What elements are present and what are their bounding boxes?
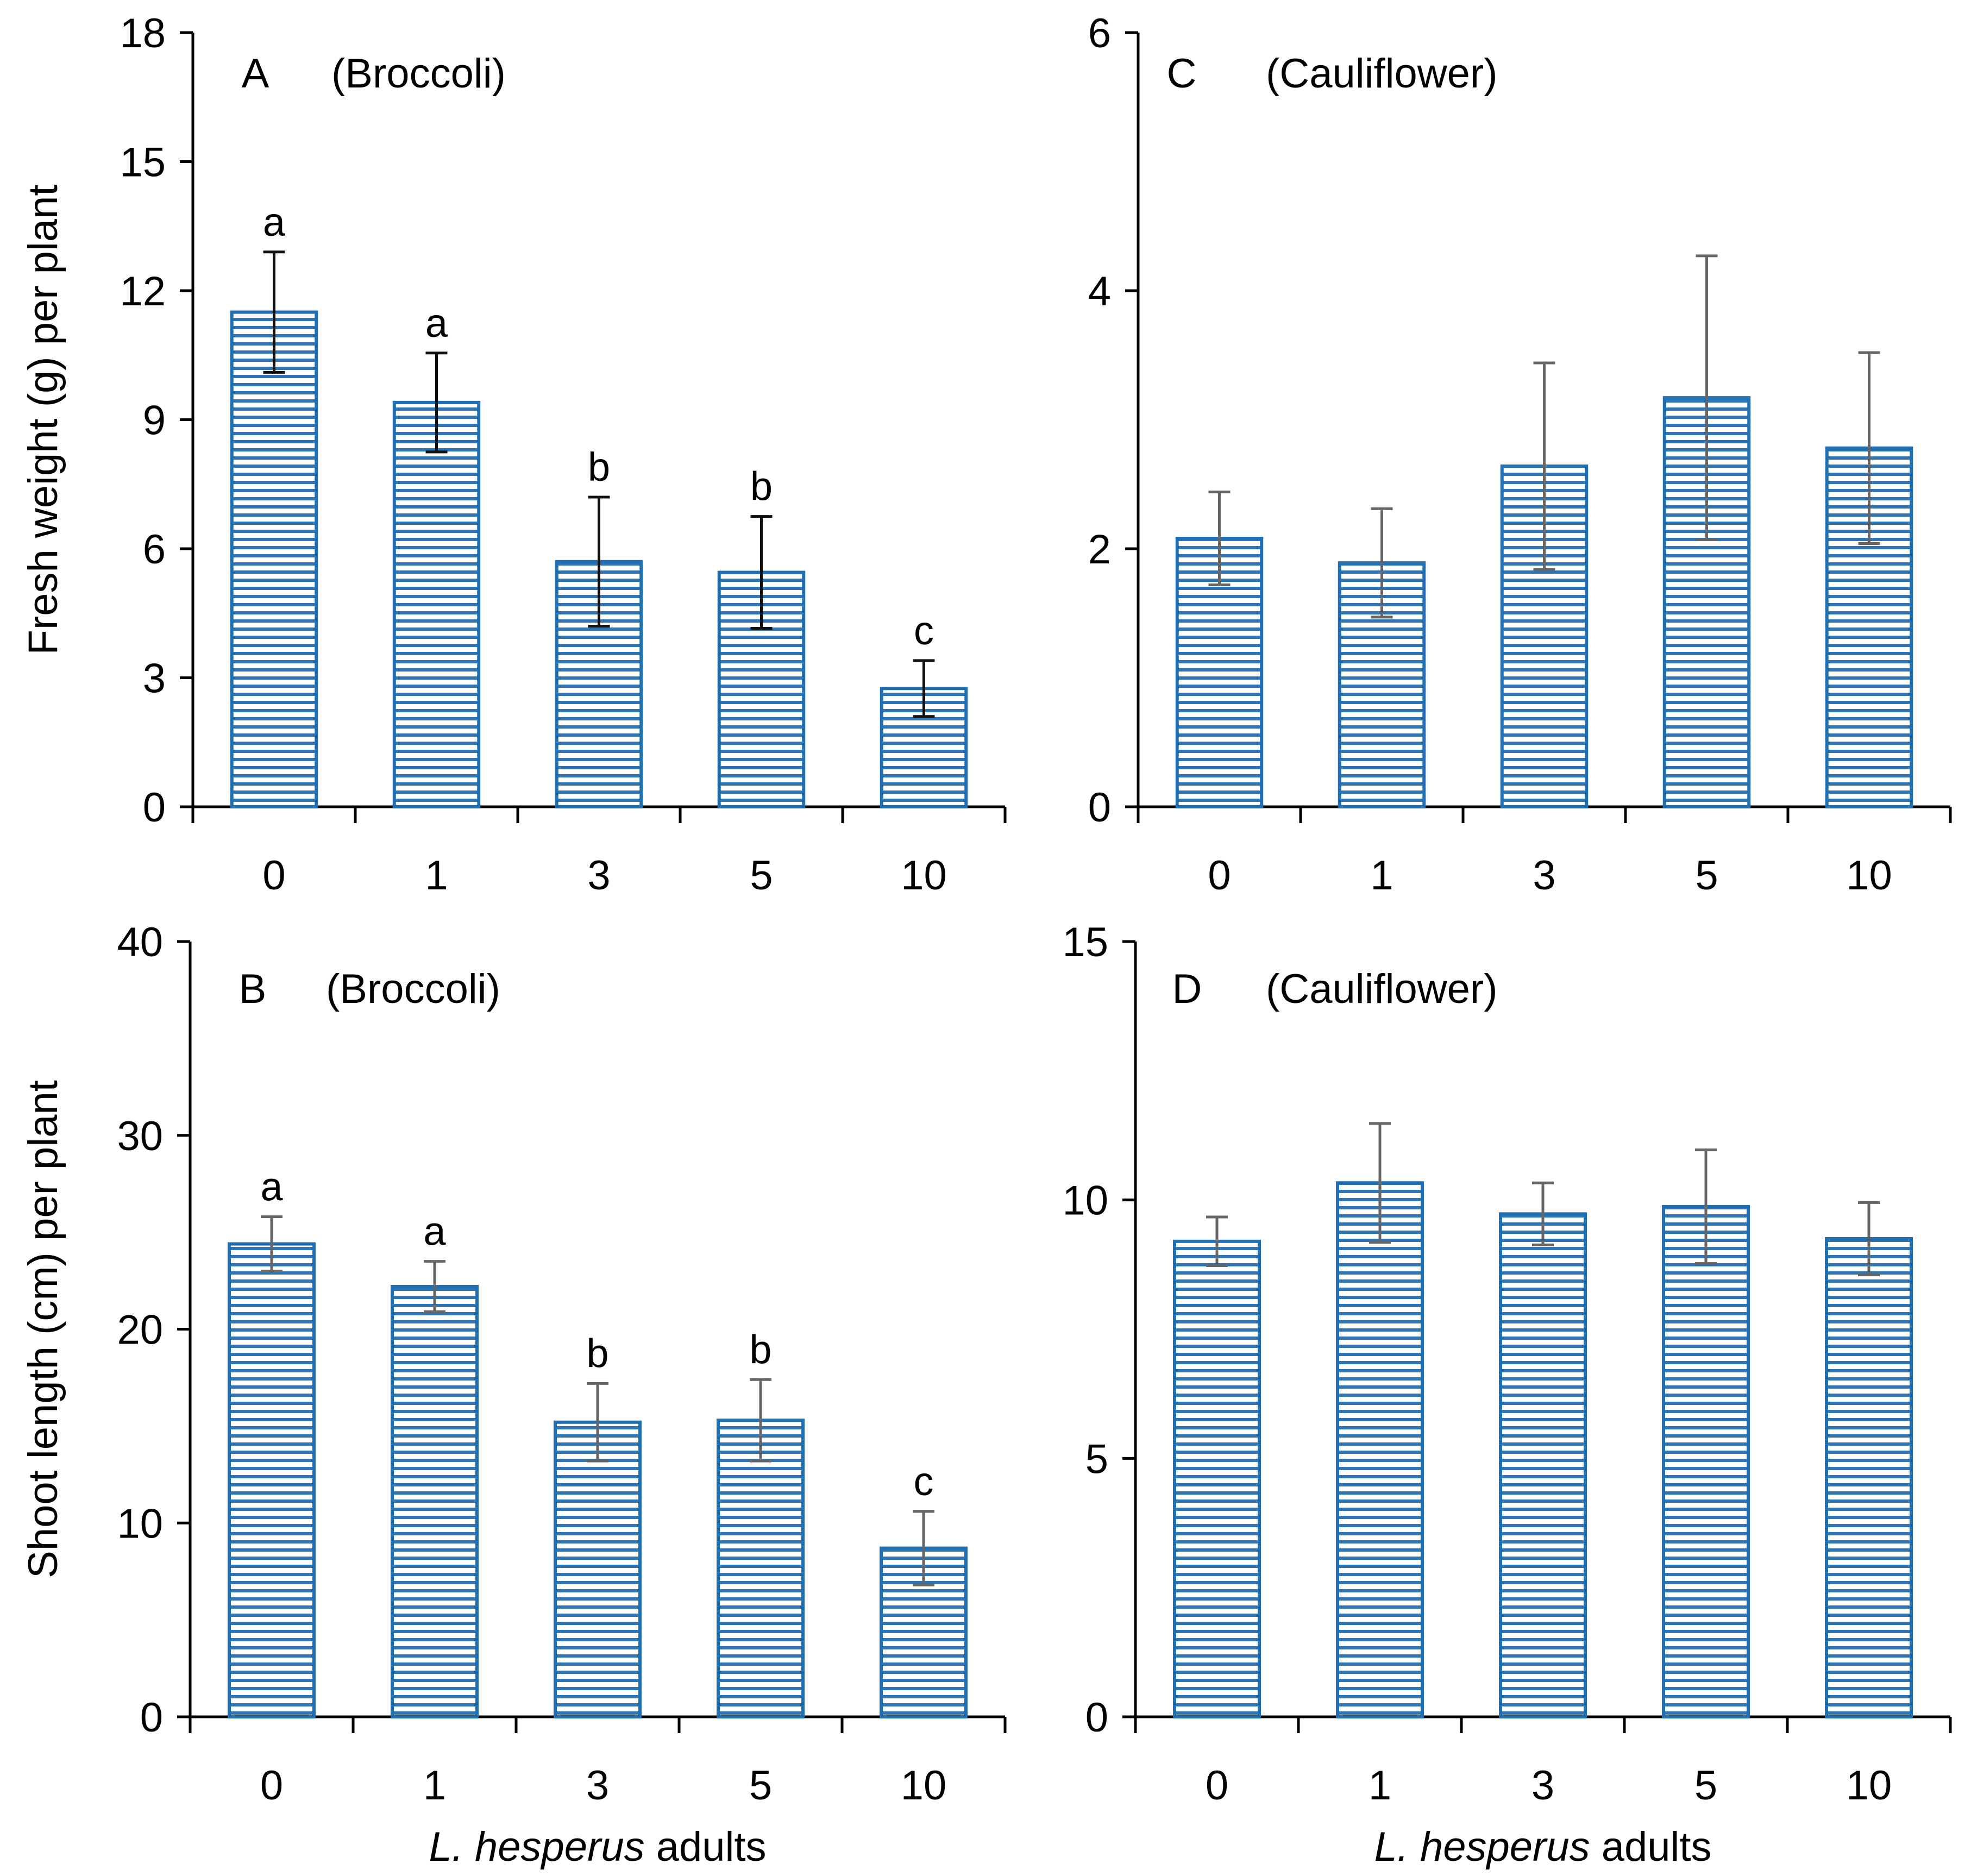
bar-b-0 — [228, 1242, 316, 1718]
x-tick-label: 0 — [1206, 1762, 1228, 1809]
y-tick-label: 12 — [120, 268, 166, 315]
panel-title-d: (Cauliflower) — [1266, 966, 1498, 1012]
significance-letter: c — [914, 1459, 934, 1504]
y-tick-label: 0 — [143, 785, 166, 831]
y-tick-label: 0 — [140, 1695, 163, 1741]
bar-d-0 — [1173, 1239, 1261, 1719]
panel-label-d: D — [1172, 966, 1202, 1012]
bar-d-5 — [1662, 1205, 1750, 1718]
y-tick-label: 5 — [1085, 1436, 1108, 1482]
significance-letter: b — [749, 1327, 771, 1372]
bar-b-1 — [391, 1285, 479, 1718]
panel-a: 0 3 6 9 12 15 18 0 a 1 a 3 b 5 b 10 c A (Broccoli) Fresh we… — [20, 10, 1007, 899]
bar-b-3 — [554, 1420, 642, 1718]
y-tick-label: 2 — [1088, 526, 1111, 573]
x-tick-label: 1 — [423, 1762, 446, 1809]
panel-label-c: C — [1167, 51, 1197, 97]
x-tick-label: 10 — [901, 852, 947, 899]
significance-letter: b — [586, 1331, 608, 1376]
y-tick-label: 40 — [117, 919, 163, 965]
y-tick-label: 0 — [1088, 785, 1111, 831]
y-tick-label: 0 — [1085, 1695, 1108, 1741]
y-tick-label: 20 — [117, 1307, 163, 1353]
significance-letter: a — [263, 199, 286, 244]
bar-a-1 — [392, 400, 481, 808]
y-tick-label: 10 — [117, 1501, 163, 1547]
x-tick-label: 3 — [1533, 852, 1555, 899]
y-tick-label: 15 — [1062, 919, 1108, 965]
x-tick-label: 1 — [425, 852, 448, 899]
x-tick-label: 10 — [1846, 1762, 1892, 1809]
panel-title-a: (Broccoli) — [331, 51, 506, 97]
x-tick-label: 5 — [1694, 1762, 1717, 1809]
significance-letter: b — [588, 444, 610, 490]
bar-a-0 — [230, 310, 318, 808]
y-tick-label: 15 — [120, 140, 166, 186]
x-tick-label: 0 — [262, 852, 285, 899]
panel-b: 0 10 20 30 40 0 a 1 a 3 b 5 b 10 c B (Broccoli) Shoot len… — [20, 919, 1007, 1870]
y-tick-label: 3 — [143, 656, 166, 702]
panel-label-a: A — [242, 51, 269, 97]
panel-d: 0 5 10 15 0 1 3 5 10 D (Cauliflower) L. hesperus ad… — [1062, 919, 1952, 1870]
panel-c: 0 2 4 6 0 1 3 5 10 C (Cauliflower) — [1088, 10, 1952, 899]
x-axis-title: L. hesperus adults — [429, 1824, 766, 1870]
x-axis-title-unit: adults — [1590, 1824, 1712, 1870]
y-tick-label: 4 — [1088, 268, 1111, 315]
y-tick-label: 6 — [1088, 10, 1111, 57]
x-tick-label: 5 — [1695, 852, 1718, 899]
y-tick-label: 30 — [117, 1113, 163, 1159]
y-tick-label: 10 — [1062, 1178, 1108, 1224]
panel-title-b: (Broccoli) — [326, 966, 500, 1012]
x-axis-title-unit: adults — [645, 1824, 767, 1870]
x-tick-label: 5 — [749, 1762, 772, 1809]
y-tick-label: 9 — [143, 398, 166, 444]
x-tick-label: 3 — [1531, 1762, 1554, 1809]
x-tick-label: 1 — [1370, 852, 1393, 899]
x-tick-label: 0 — [260, 1762, 283, 1809]
y-axis-title: Fresh weight (g) per plant — [20, 185, 66, 655]
significance-letter: c — [914, 608, 934, 653]
bar-d-3 — [1499, 1212, 1587, 1719]
y-axis-title: Shoot length (cm) per plant — [20, 1080, 66, 1578]
bar-c-10 — [1825, 446, 1913, 808]
bar-d-10 — [1825, 1237, 1913, 1718]
x-axis-title-species: L. hesperus — [429, 1824, 644, 1870]
x-tick-label: 3 — [587, 852, 610, 899]
significance-letter: a — [425, 300, 448, 346]
x-tick-label: 0 — [1208, 852, 1231, 899]
x-tick-label: 10 — [901, 1762, 947, 1809]
x-tick-label: 1 — [1369, 1762, 1391, 1809]
x-tick-label: 5 — [750, 852, 773, 899]
x-tick-label: 3 — [586, 1762, 609, 1809]
significance-letter: a — [423, 1209, 446, 1254]
x-axis-title-species: L. hesperus — [1374, 1824, 1590, 1870]
y-tick-label: 18 — [120, 10, 166, 57]
panel-title-c: (Cauliflower) — [1266, 51, 1498, 97]
y-tick-label: 6 — [143, 526, 166, 573]
bar-d-1 — [1336, 1181, 1424, 1719]
significance-letter: b — [750, 464, 773, 509]
bar-b-5 — [717, 1419, 805, 1719]
significance-letter: a — [260, 1164, 283, 1209]
x-tick-label: 10 — [1846, 852, 1892, 899]
panel-label-b: B — [239, 966, 267, 1012]
x-axis-title: L. hesperus adults — [1374, 1824, 1711, 1870]
